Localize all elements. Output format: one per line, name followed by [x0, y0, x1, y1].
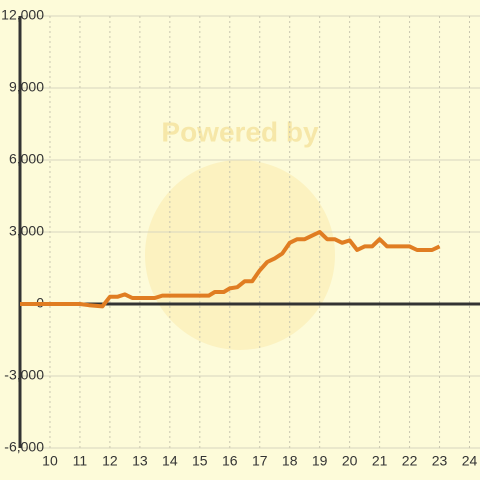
x-tick-label: 14: [162, 453, 178, 469]
x-tick-label: 19: [312, 453, 328, 469]
x-tick-label: 12: [102, 453, 118, 469]
x-tick-label: 10: [42, 453, 58, 469]
x-tick-label: 16: [222, 453, 238, 469]
x-tick-label: 21: [372, 453, 388, 469]
x-tick-label: 23: [432, 453, 448, 469]
y-tick-label: 9,000: [9, 79, 44, 95]
watermark: Powered by: [161, 116, 319, 147]
x-tick-label: 15: [192, 453, 208, 469]
x-tick-label: 20: [342, 453, 358, 469]
y-tick-label: 3,000: [9, 223, 44, 239]
data-line: [20, 230, 441, 309]
watermark-logo: [145, 160, 335, 350]
y-tick-label: 12,000: [1, 7, 44, 23]
y-tick-label: -3,000: [4, 367, 44, 383]
y-tick-label: -6,000: [4, 439, 44, 455]
x-tick-label: 18: [282, 453, 298, 469]
x-tick-label: 13: [132, 453, 148, 469]
x-tick-label: 17: [252, 453, 268, 469]
x-tick-label: 24: [462, 453, 478, 469]
x-tick-label: 22: [402, 453, 418, 469]
y-tick-label: 6,000: [9, 151, 44, 167]
x-tick-label: 11: [73, 453, 88, 469]
